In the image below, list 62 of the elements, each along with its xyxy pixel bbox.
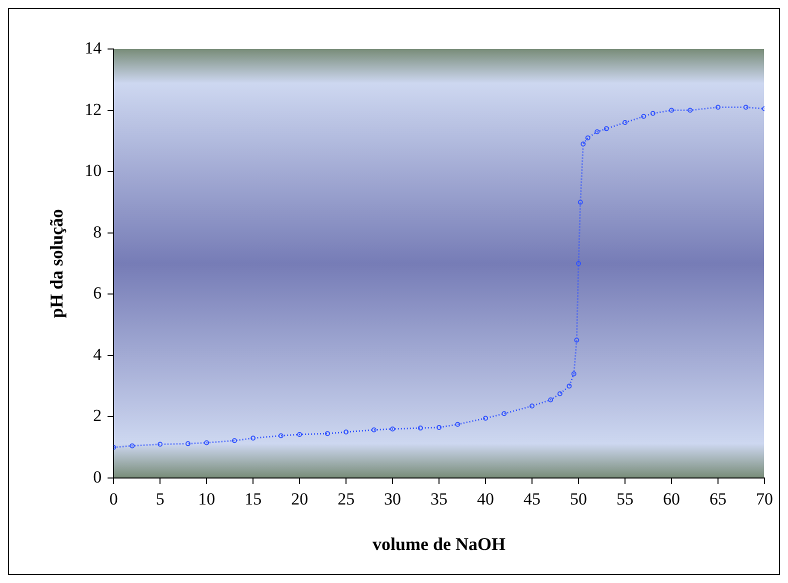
point xyxy=(641,114,646,119)
x-tick-label: 35 xyxy=(430,490,448,509)
x-tick-label: 50 xyxy=(570,490,588,509)
point xyxy=(557,391,562,396)
x-tick-label: 15 xyxy=(244,490,262,509)
x-tick-label: 10 xyxy=(198,490,216,509)
point xyxy=(650,110,656,116)
point xyxy=(688,108,693,113)
point xyxy=(232,438,237,444)
point xyxy=(204,440,210,446)
line-series xyxy=(114,104,764,450)
y-tick-label: 8 xyxy=(93,222,102,242)
x-tick-label: 45 xyxy=(524,490,541,509)
point xyxy=(250,436,256,441)
y-tick-label: 2 xyxy=(93,406,102,426)
point xyxy=(578,200,583,205)
point xyxy=(158,442,163,447)
point xyxy=(580,141,586,146)
point xyxy=(574,338,580,343)
point xyxy=(566,384,572,389)
point xyxy=(716,104,721,110)
point xyxy=(530,403,535,408)
x-tick-label: 20 xyxy=(291,490,308,509)
point xyxy=(436,424,442,430)
x-tick-label: 25 xyxy=(338,490,355,509)
y-tick-label: 6 xyxy=(93,284,102,303)
x-tick-label: 40 xyxy=(477,490,494,509)
point xyxy=(571,371,576,376)
point xyxy=(548,397,554,402)
y-tick-label: 10 xyxy=(84,161,102,180)
x-tick-label: 65 xyxy=(710,490,727,509)
point xyxy=(324,431,330,436)
x-tick-label: 55 xyxy=(616,490,634,509)
point xyxy=(502,411,507,416)
point xyxy=(604,126,609,132)
point xyxy=(390,426,396,432)
point xyxy=(594,129,600,134)
point xyxy=(669,108,674,113)
point xyxy=(585,135,590,140)
point xyxy=(130,443,135,448)
x-tick-label: 5 xyxy=(156,490,164,509)
y-tick-label: 12 xyxy=(84,100,102,119)
point xyxy=(278,433,284,438)
y-tick-label: 14 xyxy=(84,38,102,58)
y-tick-label: 0 xyxy=(93,467,102,486)
y-axis-title: pH da solução xyxy=(46,208,66,318)
point xyxy=(371,427,376,432)
x-tick-label: 60 xyxy=(663,490,680,509)
point xyxy=(418,426,423,431)
point xyxy=(344,430,349,435)
point xyxy=(455,422,460,427)
point xyxy=(483,416,488,421)
y-tick-label: 4 xyxy=(93,344,102,364)
point xyxy=(185,441,190,446)
point xyxy=(743,104,748,110)
x-tick-label: 30 xyxy=(384,490,402,509)
point xyxy=(576,261,582,266)
point xyxy=(297,432,302,437)
x-tick-label: 70 xyxy=(756,490,773,509)
x-axis-title: volume de NaOH xyxy=(372,534,506,554)
x-tick-label: 0 xyxy=(109,490,118,509)
point xyxy=(622,120,628,126)
